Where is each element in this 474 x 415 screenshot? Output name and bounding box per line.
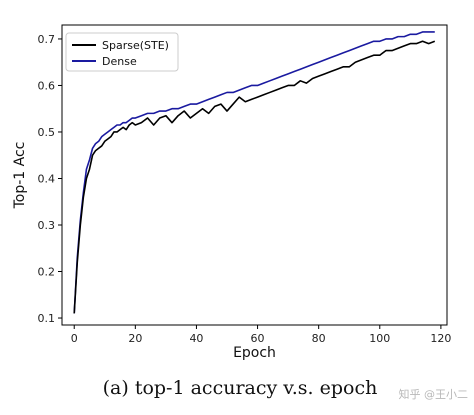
- series-layer: [73, 31, 436, 314]
- x-tick-label: 120: [430, 332, 451, 345]
- x-tick-label: 100: [369, 332, 390, 345]
- y-tick-label: 0.4: [38, 172, 56, 185]
- y-tick-label: 0.2: [38, 266, 56, 279]
- y-tick-label: 0.7: [38, 33, 56, 46]
- x-tick-label: 60: [251, 332, 265, 345]
- series-line-sparse-ste: [73, 40, 436, 314]
- series-line-dense: [73, 31, 435, 314]
- y-tick-label: 0.1: [38, 312, 56, 325]
- legend: Sparse(STE) Dense: [65, 32, 179, 72]
- y-axis-title: Top-1 Acc: [12, 142, 28, 210]
- legend-label-sparse: Sparse(STE): [102, 39, 169, 52]
- watermark: 知乎 @王小二: [399, 387, 469, 401]
- x-tick-label: 20: [128, 332, 142, 345]
- plot-frame: [61, 24, 448, 326]
- figure-caption: (a) top-1 accuracy v.s. epoch: [103, 377, 378, 399]
- legend-label-dense: Dense: [102, 55, 137, 68]
- y-tick-label: 0.5: [38, 126, 56, 139]
- tick-layer: 0 20 40 60 80 100 120 0.1 0.2 0.3 0.4 0.5 0.6 0.7: [38, 33, 452, 345]
- x-tick-label: 40: [189, 332, 203, 345]
- x-axis-title: Epoch: [233, 345, 276, 361]
- y-tick-label: 0.3: [38, 219, 56, 232]
- y-tick-label: 0.6: [38, 79, 56, 92]
- x-tick-label: 80: [312, 332, 326, 345]
- x-tick-label: 0: [71, 332, 78, 345]
